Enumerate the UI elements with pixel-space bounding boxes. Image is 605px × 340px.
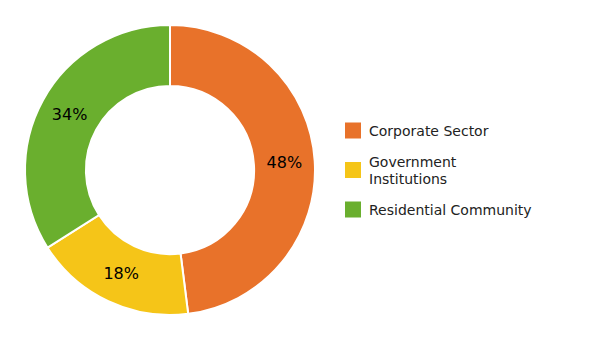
legend-label-line: Government — [369, 154, 457, 170]
legend-swatch — [345, 162, 361, 178]
legend-label: Corporate Sector — [369, 123, 489, 139]
chart-container: 48% 18% 34% Corporate Sector GovernmentInsti… — [0, 0, 605, 340]
slice-label: 18% — [103, 264, 139, 283]
legend-label-line: Institutions — [369, 171, 447, 187]
legend-label-line: Residential Community — [369, 202, 532, 218]
slice — [170, 25, 315, 314]
legend-label: Residential Community — [369, 202, 532, 218]
slice-labels: 48% 18% 34% — [52, 105, 302, 283]
chart-svg: 48% 18% 34% Corporate Sector GovernmentInsti… — [0, 0, 605, 340]
legend: Corporate Sector GovernmentInstitutions Re… — [345, 123, 532, 218]
legend-swatch — [345, 123, 361, 139]
slice — [25, 25, 170, 248]
slice-label: 34% — [52, 105, 88, 124]
legend-swatch — [345, 202, 361, 218]
legend-label-line: Corporate Sector — [369, 123, 489, 139]
slices — [25, 25, 315, 315]
slice-label: 48% — [267, 153, 303, 172]
legend-label: GovernmentInstitutions — [369, 154, 457, 187]
